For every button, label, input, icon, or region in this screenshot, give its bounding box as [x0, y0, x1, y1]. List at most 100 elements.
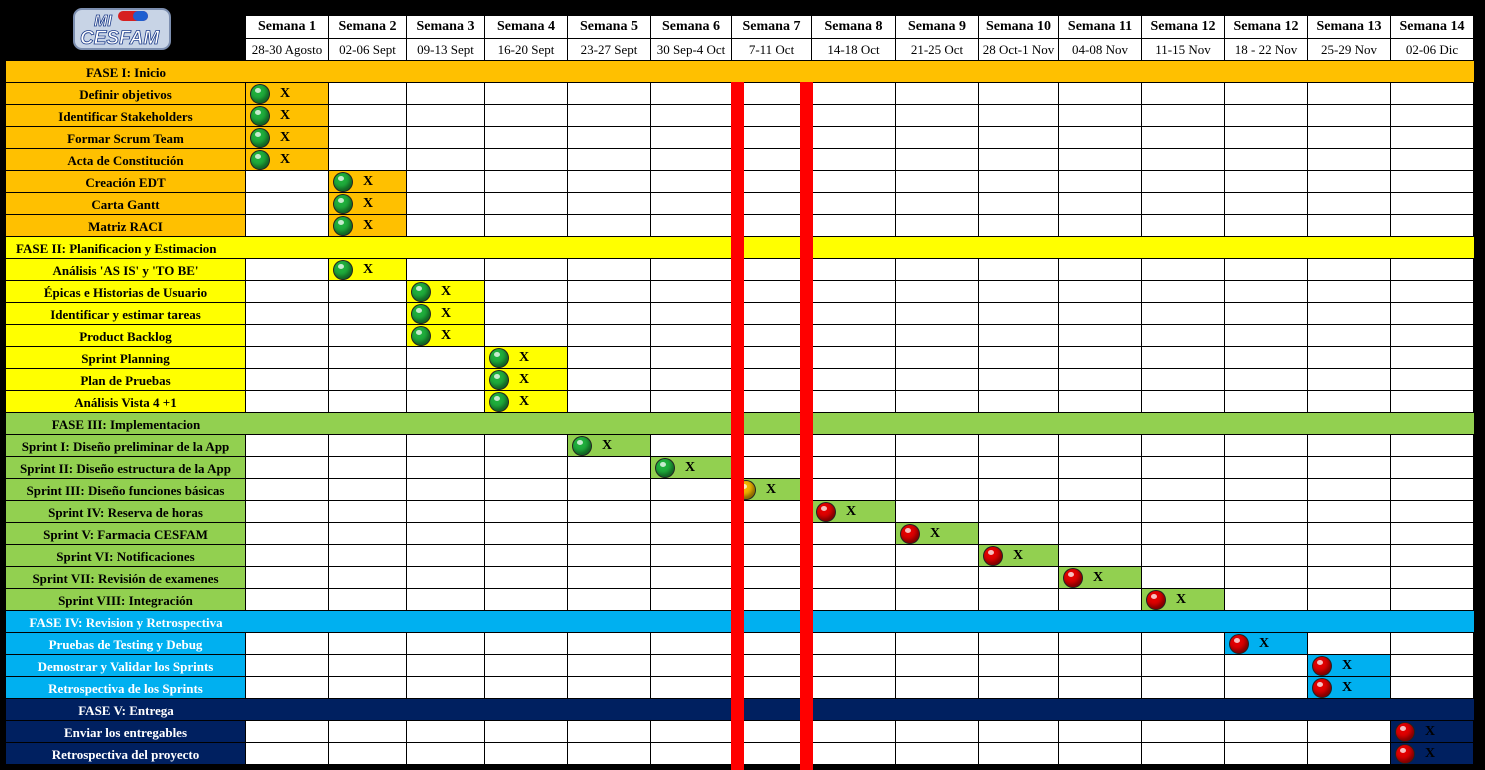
grid-cell	[568, 545, 651, 567]
grid-cell	[329, 281, 407, 303]
grid-cell	[568, 655, 651, 677]
grid-cell	[568, 743, 651, 765]
task-label: Análisis 'AS IS' y 'TO BE'	[6, 259, 246, 281]
grid-cell	[485, 105, 568, 127]
grid-cell	[485, 259, 568, 281]
grid-cell	[1059, 303, 1142, 325]
grid-cell	[1391, 655, 1474, 677]
grid-cell	[1225, 391, 1308, 413]
grid-cell	[1059, 369, 1142, 391]
status-pending-icon	[1230, 635, 1248, 653]
grid-cell	[651, 347, 732, 369]
week-date: 7-11 Oct	[732, 39, 812, 61]
grid-cell	[1142, 347, 1225, 369]
grid-cell	[651, 501, 732, 523]
grid-cell	[329, 391, 407, 413]
week-header: Semana 1	[246, 16, 329, 39]
grid-cell	[812, 655, 896, 677]
grid-cell	[1059, 523, 1142, 545]
week-date: 04-08 Nov	[1059, 39, 1142, 61]
grid-cell	[1225, 303, 1308, 325]
week-date: 09-13 Sept	[407, 39, 485, 61]
grid-cell	[246, 369, 329, 391]
grid-cell	[812, 567, 896, 589]
grid-cell	[812, 391, 896, 413]
grid-cell	[246, 347, 329, 369]
grid-cell	[896, 677, 979, 699]
grid-cell	[1059, 347, 1142, 369]
grid-cell	[651, 721, 732, 743]
grid-cell	[1142, 457, 1225, 479]
grid-cell	[485, 523, 568, 545]
grid-cell	[1142, 567, 1225, 589]
completion-mark: X	[1425, 724, 1436, 739]
grid-cell	[651, 567, 732, 589]
completion-mark: X	[1093, 570, 1104, 585]
grid-cell	[329, 721, 407, 743]
grid-cell	[1391, 545, 1474, 567]
grid-cell	[485, 83, 568, 105]
task-label: Retrospectiva del proyecto	[6, 743, 246, 765]
grid-cell	[896, 391, 979, 413]
grid-cell	[1142, 325, 1225, 347]
completion-mark: X	[930, 526, 941, 541]
grid-cell	[651, 171, 732, 193]
completion-mark: X	[602, 438, 613, 453]
status-done-icon	[412, 283, 430, 301]
task-label: Formar Scrum Team	[6, 127, 246, 149]
grid-cell	[812, 545, 896, 567]
status-done-icon	[334, 173, 352, 191]
grid-cell	[246, 303, 329, 325]
grid-cell	[812, 325, 896, 347]
grid-cell	[1391, 633, 1474, 655]
grid-cell	[485, 545, 568, 567]
grid-cell	[896, 215, 979, 237]
status-pending-icon	[984, 547, 1002, 565]
grid-cell	[1225, 479, 1308, 501]
grid-cell	[812, 215, 896, 237]
status-done-icon	[412, 305, 430, 323]
status-pending-icon	[1313, 679, 1331, 697]
grid-cell	[246, 281, 329, 303]
grid-cell	[329, 325, 407, 347]
grid-cell	[1391, 171, 1474, 193]
grid-cell	[1142, 83, 1225, 105]
grid-cell	[896, 457, 979, 479]
grid-cell	[1142, 303, 1225, 325]
grid-cell	[896, 655, 979, 677]
task-label: Plan de Pruebas	[6, 369, 246, 391]
grid-cell	[1391, 259, 1474, 281]
grid-cell	[407, 743, 485, 765]
grid-cell	[896, 369, 979, 391]
grid-cell	[246, 259, 329, 281]
grid-cell	[979, 281, 1059, 303]
grid-cell	[1142, 435, 1225, 457]
grid-cell	[1391, 325, 1474, 347]
completion-mark: X	[1425, 746, 1436, 761]
grid-cell	[979, 677, 1059, 699]
grid-cell	[1142, 501, 1225, 523]
mi-cesfam-logo: MI CESFAM	[73, 8, 171, 50]
grid-cell	[1142, 193, 1225, 215]
grid-cell	[979, 105, 1059, 127]
grid-cell	[485, 303, 568, 325]
grid-cell	[485, 215, 568, 237]
grid-cell	[979, 193, 1059, 215]
completion-mark: X	[519, 394, 530, 409]
grid-cell	[1225, 281, 1308, 303]
status-pending-icon	[1064, 569, 1082, 587]
week-header: Semana 9	[896, 16, 979, 39]
grid-cell	[1225, 347, 1308, 369]
grid-cell	[896, 149, 979, 171]
task-label: Acta de Constitución	[6, 149, 246, 171]
grid-cell	[329, 127, 407, 149]
status-done-icon	[251, 151, 269, 169]
grid-cell	[651, 677, 732, 699]
grid-cell	[1308, 589, 1391, 611]
grid-cell	[651, 545, 732, 567]
week-header: Semana 11	[1059, 16, 1142, 39]
grid-cell	[1142, 743, 1225, 765]
status-done-icon	[251, 107, 269, 125]
grid-cell	[407, 215, 485, 237]
grid-cell	[896, 721, 979, 743]
